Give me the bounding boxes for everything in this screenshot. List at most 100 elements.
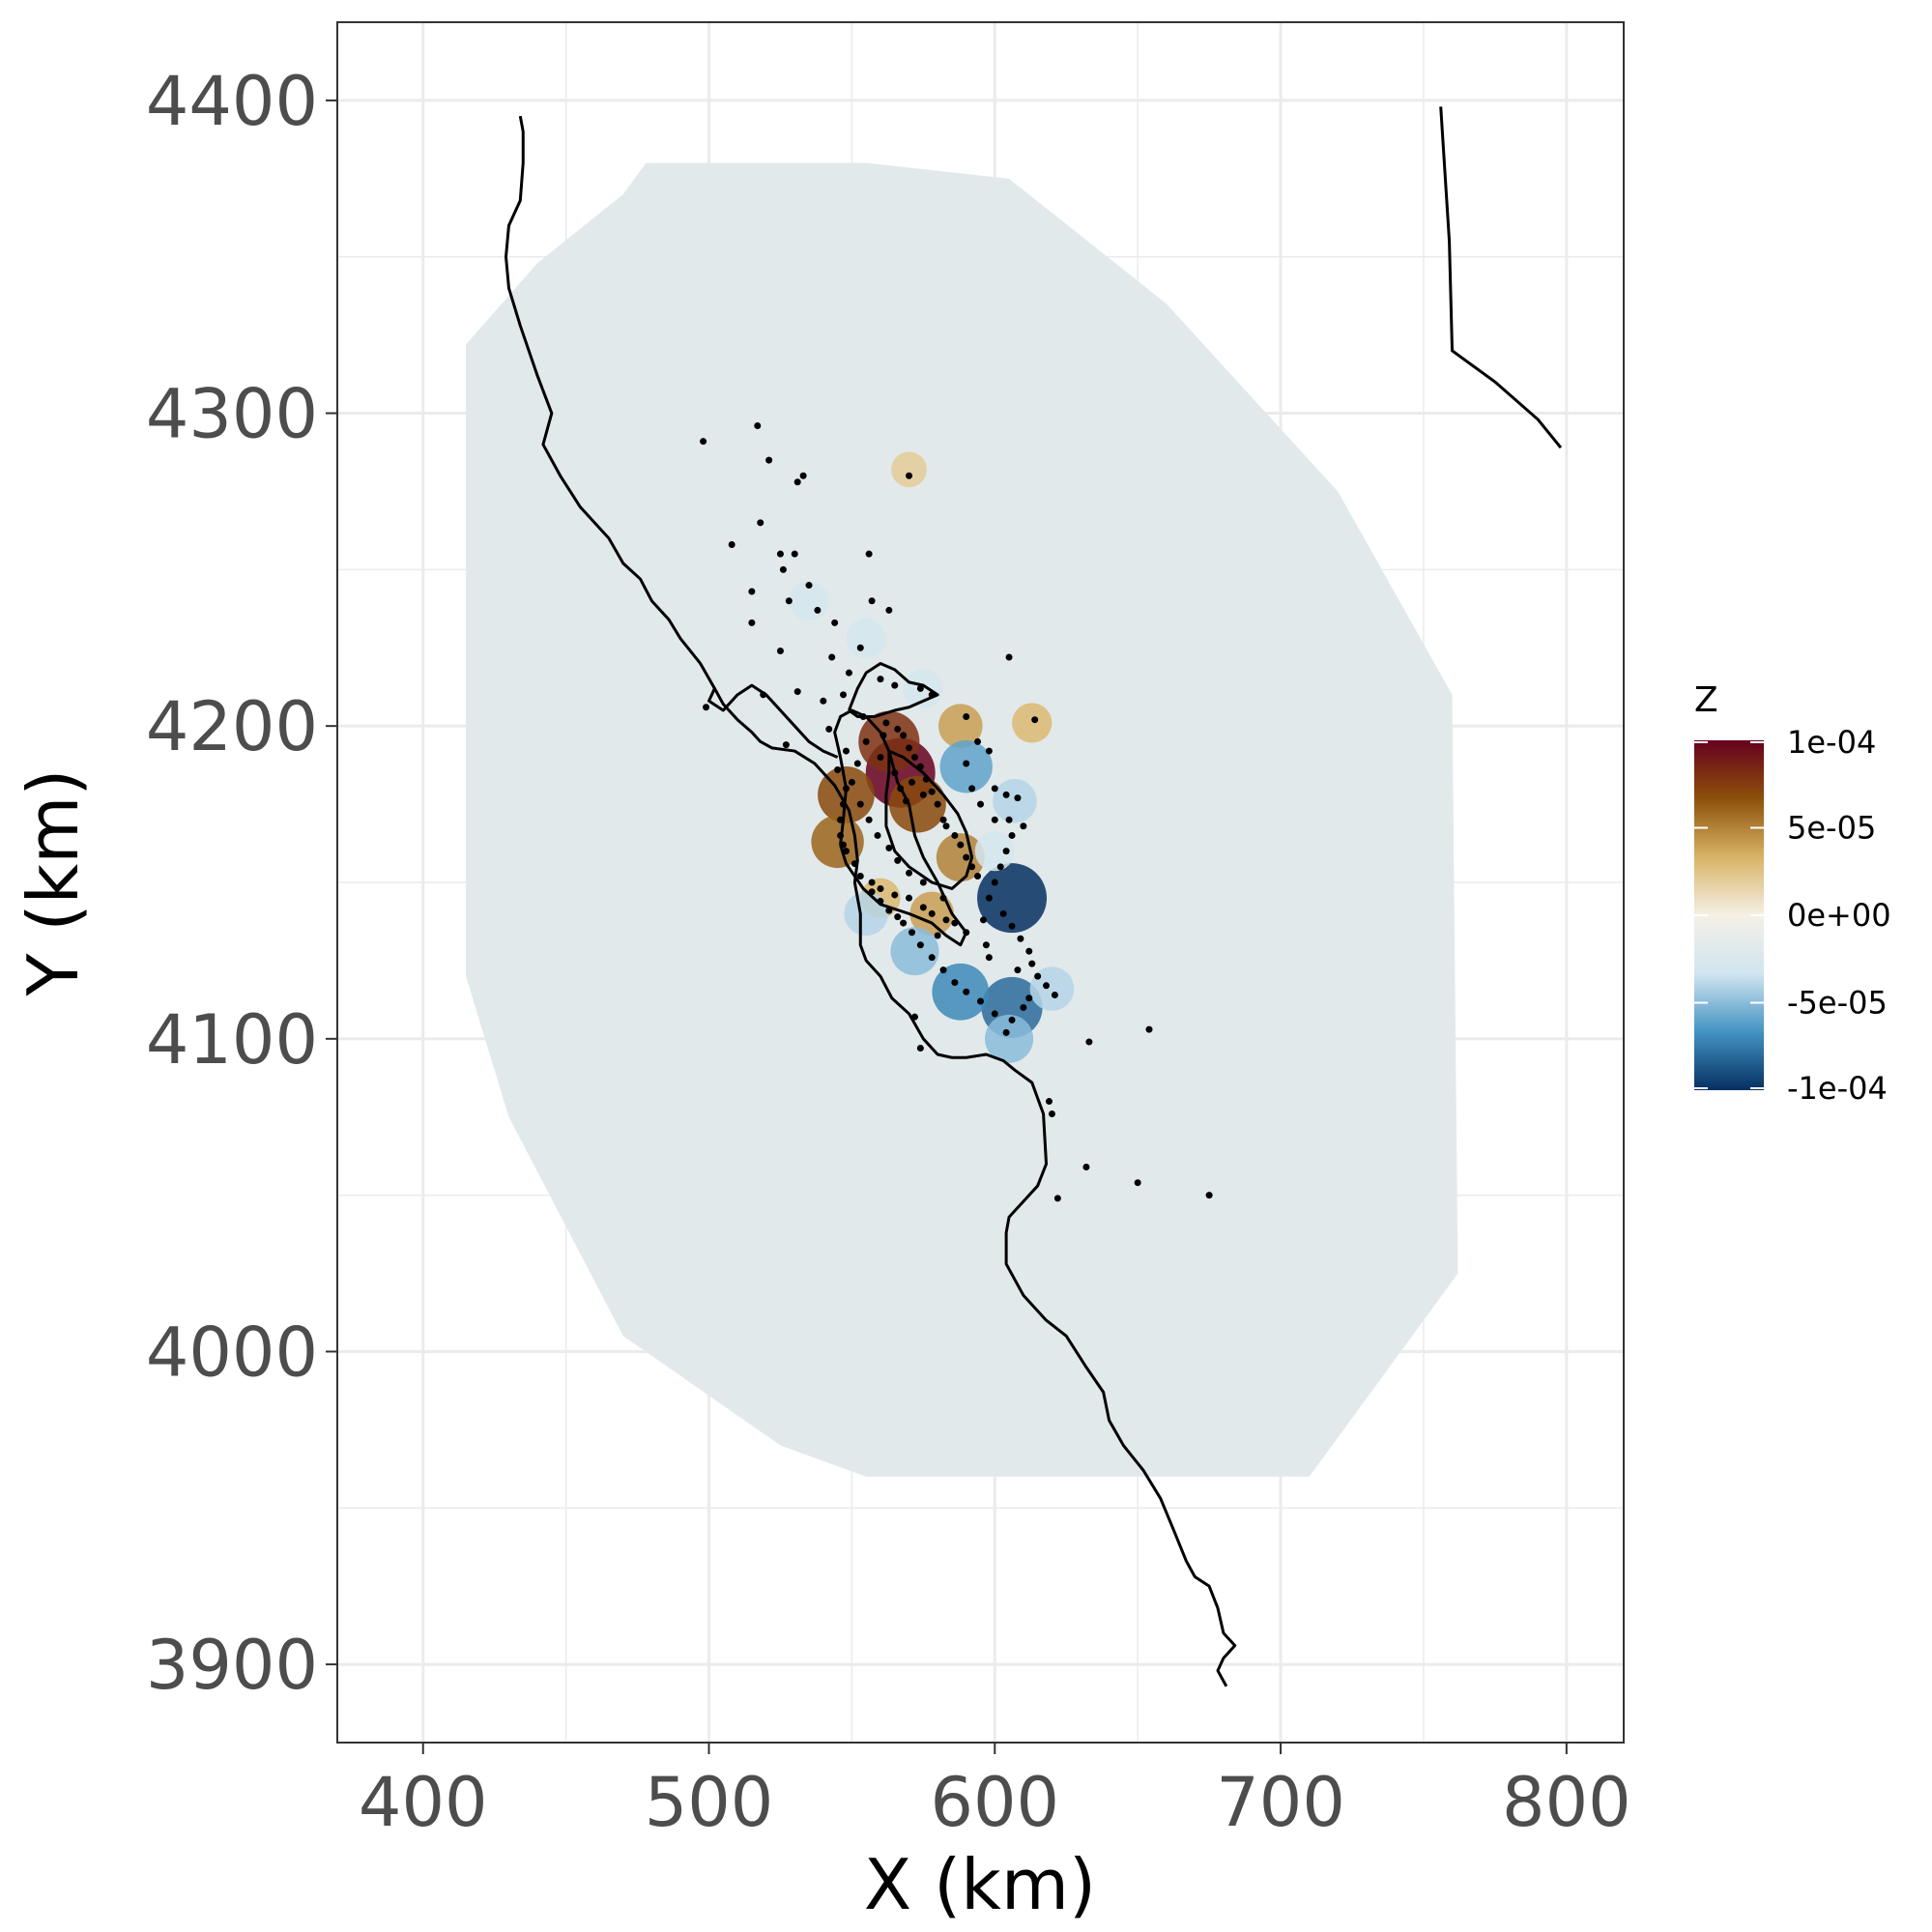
- data-point: [968, 785, 976, 793]
- coastline: [884, 749, 974, 890]
- y-axis: 3900 4000 4100 4200 4300 4400: [146, 62, 337, 1705]
- data-point: [919, 791, 927, 798]
- data-point: [974, 737, 982, 745]
- data-point: [1017, 935, 1024, 942]
- y-tick-label: 4300: [146, 375, 318, 454]
- data-point: [1045, 1098, 1053, 1106]
- data-point: [910, 1013, 918, 1021]
- data-point: [837, 831, 845, 839]
- data-point: [1028, 960, 1036, 967]
- data-point: [1082, 1164, 1090, 1171]
- x-tick-label: 600: [930, 1763, 1059, 1842]
- data-point: [879, 732, 887, 739]
- data-point: [828, 653, 836, 661]
- data-point: [908, 778, 916, 786]
- data-point: [916, 1045, 924, 1053]
- data-point: [951, 979, 959, 987]
- x-axis: 400 500 600 700 800: [359, 1743, 1631, 1842]
- data-point: [754, 421, 762, 429]
- data-point: [999, 909, 1007, 917]
- data-point: [991, 785, 998, 793]
- data-point: [853, 760, 861, 767]
- data-point: [928, 691, 936, 699]
- data-point: [1031, 716, 1039, 724]
- data-point: [877, 676, 884, 683]
- data-point: [891, 769, 899, 777]
- anomaly-cell: [937, 704, 983, 748]
- data-point: [776, 648, 784, 655]
- data-point: [1025, 947, 1033, 955]
- data-point: [799, 472, 807, 479]
- data-point: [885, 907, 893, 914]
- data-point: [842, 848, 850, 855]
- data-point: [963, 929, 970, 937]
- anomaly-cell: [1012, 703, 1053, 743]
- data-point: [1085, 1038, 1093, 1046]
- data-point: [1043, 982, 1051, 990]
- data-point: [837, 816, 845, 823]
- data-point: [868, 879, 876, 886]
- data-point: [703, 704, 710, 711]
- data-point: [1002, 848, 1010, 855]
- data-point: [942, 916, 950, 924]
- data-point: [877, 884, 884, 892]
- data-point: [776, 550, 784, 558]
- data-point: [825, 725, 833, 733]
- data-point: [862, 737, 870, 745]
- data-point: [779, 565, 787, 573]
- data-point: [1053, 1195, 1061, 1202]
- data-point: [1014, 966, 1022, 974]
- anomaly-cell: [891, 451, 927, 488]
- data-point: [894, 725, 902, 733]
- data-point: [1051, 992, 1058, 999]
- data-point: [900, 919, 908, 927]
- data-point: [793, 478, 801, 486]
- data-point: [894, 913, 902, 921]
- data-point: [868, 597, 876, 605]
- x-tick-label: 400: [359, 1763, 488, 1842]
- coastline: [848, 661, 939, 718]
- data-point: [700, 438, 707, 446]
- y-tick-label: 4400: [146, 62, 318, 141]
- plot-border: [336, 21, 1625, 1744]
- data-point: [942, 822, 950, 830]
- data-point: [903, 797, 910, 805]
- y-tick-label: 4000: [146, 1312, 318, 1392]
- anomaly-cell: [1029, 966, 1075, 1011]
- anomaly-cell: [974, 831, 1015, 872]
- anomaly-cell: [811, 815, 864, 869]
- data-point: [1002, 791, 1010, 798]
- y-tick-label: 4200: [146, 687, 318, 766]
- data-point: [840, 800, 848, 808]
- points-layer: [700, 421, 1213, 1202]
- data-point: [840, 841, 848, 849]
- data-point: [865, 816, 873, 823]
- legend-tick-label: 0e+00: [1787, 897, 1891, 934]
- data-point: [934, 932, 941, 939]
- data-point: [900, 732, 908, 739]
- data-point: [859, 712, 867, 720]
- data-point: [882, 719, 890, 727]
- data-point: [916, 763, 924, 770]
- data-point: [891, 681, 899, 689]
- data-point: [963, 760, 970, 767]
- data-point: [885, 606, 893, 614]
- data-point: [982, 941, 990, 949]
- data-point: [928, 909, 936, 917]
- data-point: [1025, 995, 1033, 1002]
- data-point: [968, 863, 976, 871]
- legend-tick-label: -1e-04: [1787, 1070, 1888, 1107]
- data-point: [845, 669, 852, 677]
- data-point: [979, 916, 987, 924]
- data-point: [885, 844, 893, 851]
- data-point: [820, 697, 827, 705]
- coastline: [833, 708, 968, 947]
- anomaly-cell: [993, 779, 1037, 823]
- data-point: [805, 582, 813, 590]
- anomaly-cell: [932, 963, 990, 1021]
- data-point: [868, 888, 876, 896]
- x-tick-label: 800: [1502, 1763, 1631, 1842]
- data-point: [963, 712, 970, 720]
- data-point: [1005, 816, 1013, 823]
- data-point: [760, 691, 767, 699]
